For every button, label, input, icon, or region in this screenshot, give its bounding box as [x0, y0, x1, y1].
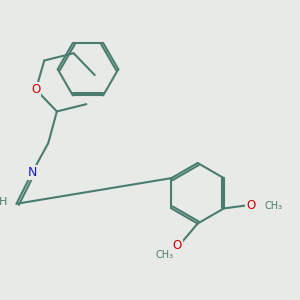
Text: O: O [31, 83, 40, 96]
Text: H: H [0, 197, 8, 207]
Text: O: O [173, 239, 182, 252]
Text: O: O [246, 199, 255, 212]
Text: CH₃: CH₃ [155, 250, 173, 260]
Text: N: N [28, 166, 37, 178]
Text: CH₃: CH₃ [264, 200, 282, 211]
